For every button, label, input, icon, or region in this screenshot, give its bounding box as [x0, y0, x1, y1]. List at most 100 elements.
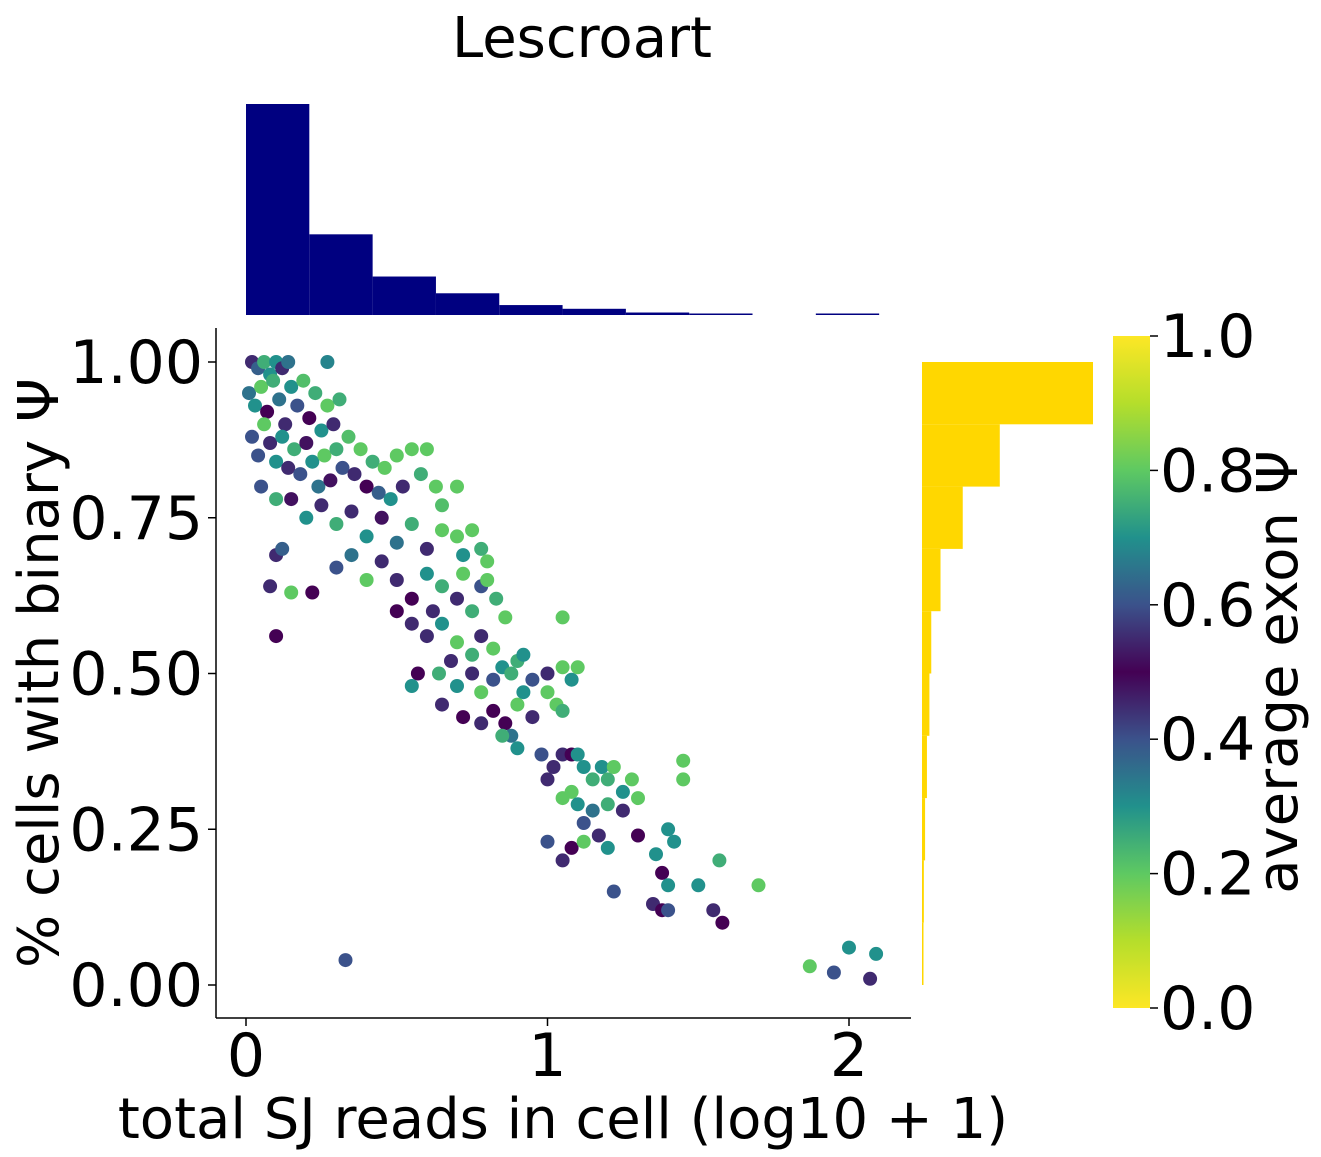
scatter-point [540, 772, 555, 787]
scatter-point [495, 728, 510, 743]
scatter-point [347, 467, 362, 482]
right-histogram-bar [922, 735, 927, 799]
scatter-point [344, 504, 359, 519]
x-tick-label: 2 [830, 1021, 868, 1091]
right-histogram-bar [922, 673, 930, 736]
right-histogram-bar [922, 922, 924, 985]
scatter-point [419, 629, 434, 644]
scatter-point [320, 398, 335, 413]
scatter-point [404, 616, 419, 631]
colorbar-tick-label: 0.8 [1160, 436, 1255, 506]
scatter-point [245, 429, 259, 444]
scatter-point [667, 834, 682, 849]
scatter-point [474, 685, 489, 700]
right-histogram-bar [922, 362, 1093, 425]
scatter-point [706, 903, 721, 918]
scatter-point [450, 679, 464, 693]
scatter-point [555, 703, 570, 718]
scatter-point [329, 560, 344, 575]
top-histogram-bar [625, 312, 690, 315]
scatter-point [284, 585, 299, 600]
colorbar-tick-label: 0.6 [1160, 571, 1255, 641]
scatter-point [450, 479, 464, 494]
scatter-point [450, 529, 464, 544]
right-histogram-bar [922, 486, 963, 549]
right-histogram-bar [922, 798, 926, 861]
scatter-point [615, 803, 630, 818]
scatter-point [591, 828, 606, 843]
scatter-point [323, 473, 338, 488]
colorbar-tick-label: 1.0 [1160, 302, 1255, 372]
scatter-plot-area: 0 1 2 0.00 0.25 0.50 0.75 1.00 [69, 328, 911, 1091]
scatter-point [842, 940, 856, 955]
scatter-point [305, 585, 320, 600]
scatter-point [299, 436, 314, 450]
scatter-point [254, 479, 269, 494]
scatter-point [474, 629, 489, 644]
scatter-point [359, 529, 374, 544]
top-histogram-bar [309, 234, 373, 315]
scatter-point [486, 703, 501, 718]
chart-title: Lescroart [452, 6, 712, 71]
scatter-point [344, 548, 359, 563]
scatter-point [410, 666, 425, 681]
scatter-point [516, 685, 531, 700]
scatter-point [456, 710, 471, 725]
scatter-point [365, 454, 380, 469]
scatter-point [525, 710, 540, 725]
scatter-point [281, 460, 296, 475]
scatter-point [555, 853, 570, 868]
right-histogram-bar [922, 860, 924, 923]
scatter-point [576, 816, 591, 830]
scatter-point [383, 492, 398, 507]
scatter-point [302, 411, 317, 426]
scatter-point [712, 853, 727, 868]
scatter-point [715, 915, 730, 930]
right-histogram-bar [922, 424, 1000, 487]
scatter-point [389, 604, 404, 619]
right-histogram-bar [922, 548, 941, 612]
scatter-point [661, 822, 676, 837]
scatter-point [510, 697, 525, 712]
scatter-point [456, 566, 471, 581]
scatter-point [377, 460, 392, 475]
scatter-point [435, 523, 449, 538]
scatter-point [576, 760, 591, 774]
scatter-point [374, 554, 389, 569]
scatter-point [266, 373, 281, 388]
top-histogram-bar [246, 104, 310, 315]
scatter-point [480, 573, 495, 587]
scatter-point [335, 460, 350, 475]
scatter-point [525, 672, 540, 687]
scatter-point [404, 679, 419, 693]
scatter-point [299, 510, 314, 525]
scatter-point [311, 479, 326, 494]
scatter-point [428, 479, 443, 494]
scatter-point [450, 591, 464, 606]
scatter-point [585, 803, 600, 818]
top-histogram-bar [435, 293, 500, 315]
scatter-point [419, 541, 434, 556]
scatter-point [263, 579, 278, 594]
scatter-point [465, 523, 480, 538]
scatter-point [329, 442, 344, 457]
scatter-point [751, 878, 766, 893]
scatter-point [284, 379, 299, 394]
scatter-point [534, 747, 549, 762]
scatter-point [293, 467, 308, 482]
scatter-point [489, 591, 504, 606]
top-histogram [246, 104, 880, 315]
scatter-point [624, 772, 639, 787]
scatter-point [570, 797, 585, 812]
scatter-point [389, 535, 404, 550]
scatter-point [404, 442, 419, 457]
y-ticks: 0.00 0.25 0.50 0.75 1.00 [69, 328, 216, 1021]
scatter-point [371, 485, 386, 500]
scatter-point [486, 672, 501, 687]
scatter-point [260, 404, 275, 419]
scatter-point [631, 828, 645, 843]
scatter-point [419, 442, 434, 457]
x-tick-label: 0 [227, 1021, 265, 1091]
colorbar-tick-label: 0.0 [1160, 974, 1255, 1044]
scatter-point [474, 541, 489, 556]
